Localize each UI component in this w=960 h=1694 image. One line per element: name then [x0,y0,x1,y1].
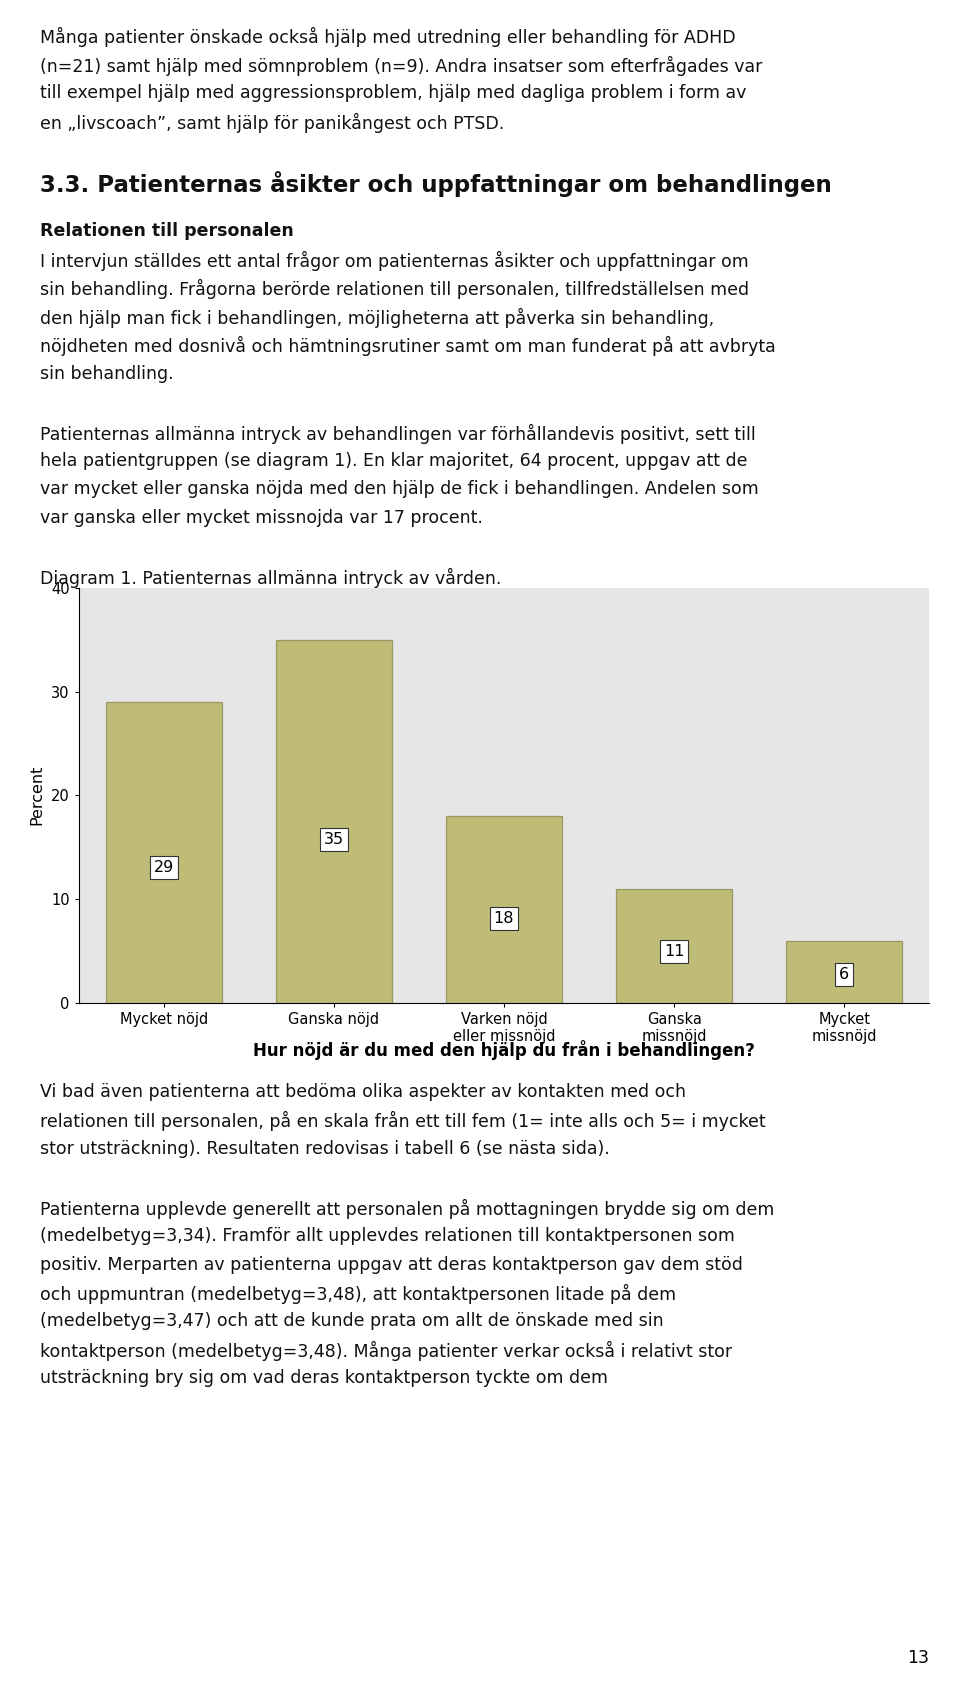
Y-axis label: Percent: Percent [29,766,44,825]
Text: I intervjun ställdes ett antal frågor om patienternas åsikter och uppfattningar : I intervjun ställdes ett antal frågor om… [40,251,749,271]
Text: (medelbetyg=3,47) och att de kunde prata om allt de önskade med sin: (medelbetyg=3,47) och att de kunde prata… [40,1313,664,1330]
Text: sin behandling.: sin behandling. [40,364,174,383]
Text: sin behandling. Frågorna berörde relationen till personalen, tillfredställelsen : sin behandling. Frågorna berörde relatio… [40,280,750,300]
Text: 11: 11 [664,944,684,959]
Text: 18: 18 [493,911,515,927]
Text: Diagram 1. Patienternas allmänna intryck av vården.: Diagram 1. Patienternas allmänna intryck… [40,567,502,588]
Text: utsträckning bry sig om vad deras kontaktperson tyckte om dem: utsträckning bry sig om vad deras kontak… [40,1369,609,1387]
Text: 29: 29 [154,861,174,874]
Text: kontaktperson (medelbetyg=3,48). Många patienter verkar också i relativt stor: kontaktperson (medelbetyg=3,48). Många p… [40,1342,732,1360]
Text: Relationen till personalen: Relationen till personalen [40,222,294,241]
Bar [446,817,562,1003]
Text: nöjdheten med dosnivå och hämtningsrutiner samt om man funderat på att avbryta: nöjdheten med dosnivå och hämtningsrutin… [40,335,776,356]
Text: Patienternas allmänna intryck av behandlingen var förhållandevis positivt, sett : Patienternas allmänna intryck av behandl… [40,424,756,444]
Text: relationen till personalen, på en skala från ett till fem (1= inte alls och 5= i: relationen till personalen, på en skala … [40,1111,766,1132]
Text: den hjälp man fick i behandlingen, möjligheterna att påverka sin behandling,: den hjälp man fick i behandlingen, möjli… [40,308,714,327]
Text: Många patienter önskade också hjälp med utredning eller behandling för ADHD: Många patienter önskade också hjälp med … [40,27,736,47]
Bar [616,889,732,1003]
Text: en „livscoach”, samt hjälp för panikångest och PTSD.: en „livscoach”, samt hjälp för panikånge… [40,112,505,132]
Text: och uppmuntran (medelbetyg=3,48), att kontaktpersonen litade på dem: och uppmuntran (medelbetyg=3,48), att ko… [40,1284,677,1304]
Bar [106,701,222,1003]
Text: (medelbetyg=3,34). Framför allt upplevdes relationen till kontaktpersonen som: (medelbetyg=3,34). Framför allt upplevde… [40,1226,735,1245]
Text: Hur nöjd är du med den hjälp du från i behandlingen?: Hur nöjd är du med den hjälp du från i b… [253,1040,755,1060]
Text: stor utsträckning). Resultaten redovisas i tabell 6 (se nästa sida).: stor utsträckning). Resultaten redovisas… [40,1140,610,1157]
Text: 13: 13 [907,1648,929,1667]
Text: positiv. Merparten av patienterna uppgav att deras kontaktperson gav dem stöd: positiv. Merparten av patienterna uppgav… [40,1255,743,1274]
Text: 35: 35 [324,832,344,847]
Text: var mycket eller ganska nöjda med den hjälp de fick i behandlingen. Andelen som: var mycket eller ganska nöjda med den hj… [40,481,759,498]
Text: Patienterna upplevde generellt att personalen på mottagningen brydde sig om dem: Patienterna upplevde generellt att perso… [40,1199,775,1218]
Text: Vi bad även patienterna att bedöma olika aspekter av kontakten med och: Vi bad även patienterna att bedöma olika… [40,1082,686,1101]
Text: 6: 6 [839,967,850,983]
Bar [786,940,902,1003]
Bar [276,640,392,1003]
Text: till exempel hjälp med aggressionsproblem, hjälp med dagliga problem i form av: till exempel hjälp med aggressionsproble… [40,85,747,102]
Text: (n=21) samt hjälp med sömnproblem (n=9). Andra insatser som efterfrågades var: (n=21) samt hjälp med sömnproblem (n=9).… [40,56,762,76]
Text: 3.3. Patienternas åsikter och uppfattningar om behandlingen: 3.3. Patienternas åsikter och uppfattnin… [40,171,832,198]
Text: var ganska eller mycket missnojda var 17 procent.: var ganska eller mycket missnojda var 17… [40,508,483,527]
Text: hela patientgruppen (se diagram 1). En klar majoritet, 64 procent, uppgav att de: hela patientgruppen (se diagram 1). En k… [40,452,748,469]
